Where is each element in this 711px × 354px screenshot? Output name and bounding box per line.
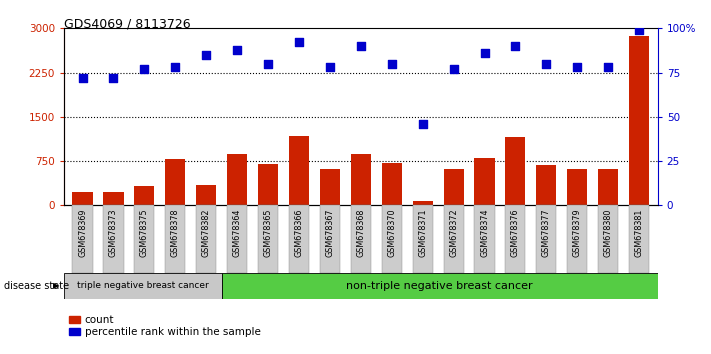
Point [634, 27, 645, 33]
Bar [351, 154, 371, 205]
Point [386, 61, 397, 67]
Text: disease state: disease state [4, 281, 69, 291]
Bar [227, 154, 247, 205]
Text: GSM678364: GSM678364 [232, 209, 242, 257]
Text: triple negative breast cancer: triple negative breast cancer [77, 281, 209, 290]
Bar [196, 205, 216, 273]
Bar [567, 205, 587, 273]
Bar [444, 169, 464, 205]
Point [448, 66, 459, 72]
Point [572, 64, 583, 70]
Text: non-triple negative breast cancer: non-triple negative breast cancer [346, 281, 533, 291]
Bar [382, 205, 402, 273]
Point [602, 64, 614, 70]
Point [479, 50, 490, 56]
Text: ▶: ▶ [53, 281, 60, 290]
Bar [320, 205, 340, 273]
Text: GSM678367: GSM678367 [326, 209, 334, 257]
Bar [73, 205, 92, 273]
Bar [258, 205, 278, 273]
Bar [73, 192, 92, 205]
Text: GSM678373: GSM678373 [109, 209, 118, 257]
Bar [536, 165, 557, 205]
Bar [134, 205, 154, 273]
Bar [134, 186, 154, 205]
Point [262, 61, 274, 67]
Bar [227, 205, 247, 273]
Bar [567, 169, 587, 205]
Bar [103, 205, 124, 273]
Point [139, 66, 150, 72]
Bar [320, 169, 340, 205]
Text: GSM678371: GSM678371 [418, 209, 427, 257]
Text: GSM678368: GSM678368 [356, 209, 365, 257]
Bar [258, 164, 278, 205]
Legend: count, percentile rank within the sample: count, percentile rank within the sample [69, 315, 261, 337]
Bar [382, 163, 402, 205]
Point [170, 64, 181, 70]
Text: GSM678380: GSM678380 [604, 209, 613, 257]
Text: GSM678379: GSM678379 [573, 209, 582, 257]
Text: GSM678370: GSM678370 [387, 209, 396, 257]
Point [294, 40, 305, 45]
Text: GSM678372: GSM678372 [449, 209, 458, 257]
Bar [412, 201, 433, 205]
Bar [351, 205, 371, 273]
Bar [165, 205, 186, 273]
Point [201, 52, 212, 58]
Text: GSM678374: GSM678374 [480, 209, 489, 257]
Point [77, 75, 88, 81]
Text: GSM678382: GSM678382 [202, 209, 210, 257]
Bar [165, 159, 186, 205]
Bar [289, 136, 309, 205]
Text: GDS4069 / 8113726: GDS4069 / 8113726 [64, 18, 191, 31]
Point [510, 43, 521, 49]
Bar [629, 36, 649, 205]
Text: GSM678365: GSM678365 [264, 209, 272, 257]
Bar [196, 185, 216, 205]
Bar [474, 205, 495, 273]
Text: GSM678381: GSM678381 [635, 209, 643, 257]
Bar [474, 158, 495, 205]
Bar [103, 192, 124, 205]
Bar [536, 205, 557, 273]
Text: GSM678377: GSM678377 [542, 209, 551, 257]
Bar [598, 169, 619, 205]
Bar [444, 205, 464, 273]
Point [232, 47, 243, 52]
Bar [222, 273, 658, 299]
Point [540, 61, 552, 67]
Bar [289, 205, 309, 273]
Text: GSM678378: GSM678378 [171, 209, 180, 257]
Bar [598, 205, 619, 273]
Text: GSM678369: GSM678369 [78, 209, 87, 257]
Point [355, 43, 367, 49]
Text: GSM678375: GSM678375 [140, 209, 149, 257]
Point [324, 64, 336, 70]
Bar [506, 137, 525, 205]
Text: GSM678366: GSM678366 [294, 209, 304, 257]
Bar [629, 205, 649, 273]
Bar [64, 273, 222, 299]
Point [417, 121, 428, 127]
Bar [412, 205, 433, 273]
Bar [506, 205, 525, 273]
Point [108, 75, 119, 81]
Text: GSM678376: GSM678376 [511, 209, 520, 257]
